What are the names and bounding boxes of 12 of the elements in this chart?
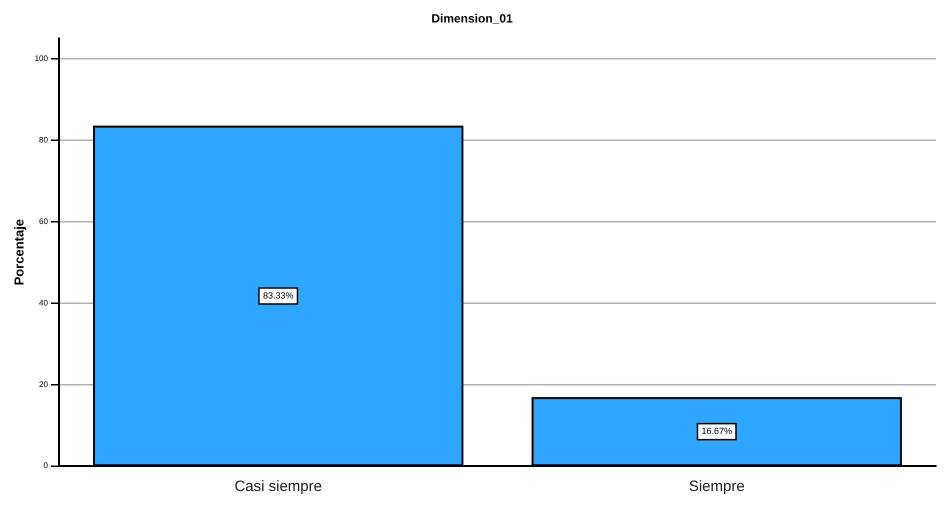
data-label: 16.67% [701, 426, 732, 436]
y-tick-label: 100 [34, 54, 48, 63]
x-tick-label: Casi siempre [234, 478, 322, 496]
chart-title: Dimension_01 [431, 12, 513, 26]
x-tick-label: Siempre [688, 478, 745, 496]
y-tick-label: 40 [39, 298, 48, 308]
y-tick-label: 60 [39, 216, 48, 226]
y-tick-label: 0 [43, 461, 48, 470]
y-tick-label: 80 [39, 135, 48, 144]
y-tick-label: 20 [39, 380, 48, 389]
y-axis-title: Porcentaje [11, 218, 26, 286]
data-label: 83.33% [262, 290, 294, 300]
